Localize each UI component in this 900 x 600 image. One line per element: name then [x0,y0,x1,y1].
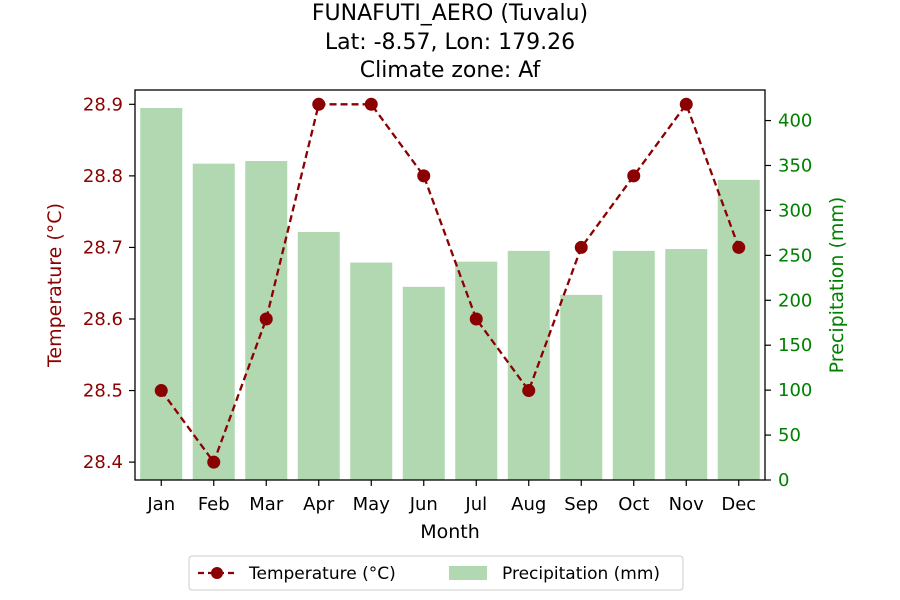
x-axis-label: Month [420,521,480,543]
y-right-tick-label: 300 [778,200,812,221]
temperature-line [154,97,746,469]
x-tick-label: Aug [511,494,546,515]
temperature-point-jul [469,312,483,326]
y-right-tick-label: 400 [778,111,812,132]
temperature-point-feb [207,455,221,469]
precipitation-bars [140,107,760,480]
legend-precipitation-label: Precipitation (mm) [502,564,660,584]
temperature-point-mar [259,312,273,326]
precipitation-bar-dec [717,179,760,480]
x-tick-label: Mar [249,494,284,515]
y-axis-left-label: Temperature (°C) [44,203,66,368]
x-tick-label: Jul [464,494,487,515]
y-right-tick-label: 0 [778,470,789,491]
legend: Temperature (°C) Precipitation (mm) [188,555,684,591]
temperature-point-dec [732,240,746,254]
title-line-3: Climate zone: Af [360,58,542,83]
y-axis-right-label: Precipitation (mm) [826,197,848,374]
y-right-tick-label: 50 [778,425,801,446]
precipitation-bar-jun [402,286,445,480]
legend-temperature-label: Temperature (°C) [248,564,396,584]
temperature-point-jan [154,384,168,398]
x-tick-label: Sep [564,494,598,515]
temperature-point-sep [574,240,588,254]
y-axis-right: 0 50 100 150 200 250 300 350 400 [765,111,812,491]
y-left-tick-label: 28.7 [83,237,123,258]
x-tick-label: Dec [721,494,756,515]
title-line-2: Lat: -8.57, Lon: 179.26 [325,30,575,55]
precipitation-bar-oct [612,250,655,480]
temperature-point-may [364,97,378,111]
precipitation-bar-sep [560,294,603,480]
y-right-tick-label: 350 [778,155,812,176]
y-left-tick-label: 28.4 [83,452,123,473]
y-right-tick-label: 100 [778,380,812,401]
plot-frame [134,89,766,481]
y-axis-left: 28.4 28.5 28.6 28.7 28.8 28.9 [83,94,135,473]
y-right-tick-label: 150 [778,335,812,356]
precipitation-bar-jul [455,261,498,480]
precipitation-bar-feb [192,163,235,480]
temperature-point-nov [679,97,693,111]
x-tick-label: May [353,494,391,515]
y-left-tick-label: 28.6 [83,309,123,330]
y-left-tick-label: 28.9 [83,94,123,115]
chart-title: FUNAFUTI_AERO (Tuvalu) Lat: -8.57, Lon: … [312,1,588,83]
temperature-point-apr [312,97,326,111]
precipitation-bar-aug [507,250,550,480]
precipitation-bar-may [350,262,393,480]
y-left-tick-label: 28.5 [83,381,123,402]
precipitation-bar-apr [297,231,340,480]
y-right-tick-label: 200 [778,290,812,311]
precipitation-bar-jan [140,107,183,480]
x-tick-label: Feb [198,494,230,515]
x-tick-label: Nov [669,494,704,515]
x-tick-label: Jan [146,494,175,515]
temperature-series-line [160,101,740,465]
temperature-point-oct [627,169,641,183]
legend-temperature-marker [211,567,223,579]
temperature-point-jun [417,169,431,183]
x-tick-label: Jun [409,494,438,515]
temperature-point-aug [522,384,536,398]
legend-precipitation-swatch [449,566,487,580]
title-line-1: FUNAFUTI_AERO (Tuvalu) [312,1,588,26]
legend-box [188,555,684,591]
x-tick-label: Apr [303,494,335,515]
x-tick-label: Oct [618,494,649,515]
y-right-tick-label: 250 [778,245,812,266]
precipitation-bar-nov [665,249,708,480]
y-left-tick-label: 28.8 [83,166,123,187]
x-axis: Jan Feb Mar Apr May Jun Jul Aug Sep Oct Nov Dec [146,480,756,515]
